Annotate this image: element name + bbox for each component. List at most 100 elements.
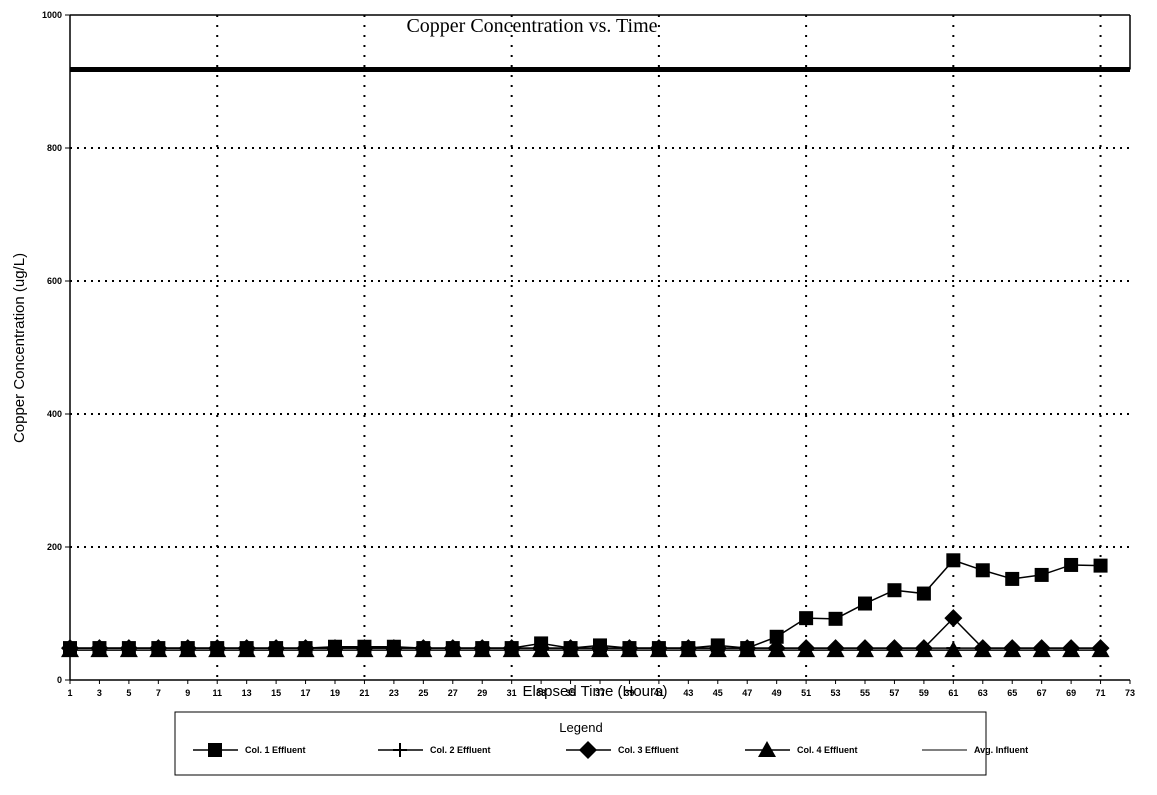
x-tick-label: 39 — [624, 688, 634, 698]
data-point-col-4-effluent — [708, 641, 727, 658]
series-group — [61, 67, 1130, 658]
legend: Legend Col. 1 Effluent Col. 2 Effluent Col… — [174, 711, 1028, 776]
data-point-col-4-effluent — [1062, 641, 1081, 658]
data-point-col-4-effluent — [149, 641, 168, 658]
data-point-col-1-effluent — [946, 553, 961, 568]
x-tick-label: 25 — [418, 688, 428, 698]
legend-label: Col. 1 Effluent — [245, 745, 306, 755]
data-point-col-4-effluent — [738, 641, 757, 658]
legend-swatch-marker — [579, 741, 597, 759]
legend-label: Col. 4 Effluent — [797, 745, 858, 755]
x-tick-label: 41 — [654, 688, 664, 698]
data-point-col-4-effluent — [885, 641, 904, 658]
data-point-col-1-effluent — [799, 611, 814, 626]
chart-title: Copper Concentration vs. Time — [406, 15, 657, 37]
x-tick-label: 67 — [1037, 688, 1047, 698]
x-tick-label: 33 — [536, 688, 546, 698]
data-point-col-4-effluent — [267, 641, 286, 658]
x-tick-label: 13 — [242, 688, 252, 698]
x-tick-label: 53 — [831, 688, 841, 698]
legend-item-col-2-effluent: Col. 2 Effluent — [378, 743, 491, 757]
x-tick-label: 65 — [1007, 688, 1017, 698]
x-tick-label: 15 — [271, 688, 281, 698]
data-point-col-4-effluent — [119, 641, 138, 658]
x-tick-label: 57 — [889, 688, 899, 698]
legend-label: Col. 2 Effluent — [430, 745, 491, 755]
x-tick-label: 51 — [801, 688, 811, 698]
x-tick-label: 47 — [742, 688, 752, 698]
axes — [65, 14, 1131, 684]
x-axis-label: Elapsed Time (Hours) — [522, 683, 667, 700]
data-point-col-1-effluent — [1005, 571, 1020, 586]
legend-items: Col. 1 Effluent Col. 2 Effluent Col. 3 Eff… — [193, 741, 1028, 759]
data-point-col-1-effluent — [1064, 557, 1079, 572]
data-point-col-4-effluent — [620, 641, 639, 658]
x-tick-label: 31 — [507, 688, 517, 698]
data-point-col-4-effluent — [914, 641, 933, 658]
data-point-col-4-effluent — [384, 641, 403, 658]
data-point-col-4-effluent — [973, 641, 992, 658]
x-tick-label: 43 — [683, 688, 693, 698]
grid-lines — [70, 15, 1130, 680]
data-point-col-4-effluent — [443, 641, 462, 658]
x-tick-label: 63 — [978, 688, 988, 698]
data-point-col-4-effluent — [767, 641, 786, 658]
x-tick-label: 37 — [595, 688, 605, 698]
x-tick-label: 73 — [1125, 688, 1135, 698]
data-point-col-4-effluent — [296, 641, 315, 658]
data-point-col-4-effluent — [473, 641, 492, 658]
data-point-col-4-effluent — [1091, 641, 1110, 658]
data-point-col-4-effluent — [326, 641, 344, 658]
x-tick-label: 1 — [67, 688, 72, 698]
legend-swatch-marker — [758, 741, 776, 757]
x-tick-label: 69 — [1066, 688, 1076, 698]
x-tick-label: 61 — [948, 688, 958, 698]
legend-item-col-4-effluent: Col. 4 Effluent — [745, 741, 858, 757]
data-point-col-1-effluent — [858, 596, 872, 611]
series-col-4-effluent — [61, 641, 1110, 658]
data-point-col-4-effluent — [856, 641, 874, 658]
data-point-col-1-effluent — [916, 586, 931, 601]
data-point-col-1-effluent — [828, 611, 843, 626]
x-tick-label: 23 — [389, 688, 399, 698]
data-point-col-4-effluent — [178, 641, 197, 658]
y-tick-label: 1000 — [42, 10, 62, 20]
x-tick-label: 21 — [359, 688, 369, 698]
data-point-col-4-effluent — [591, 641, 609, 658]
data-point-col-4-effluent — [797, 641, 816, 658]
data-point-col-4-effluent — [532, 641, 551, 658]
data-point-col-4-effluent — [414, 641, 433, 658]
data-point-col-1-effluent — [975, 563, 990, 578]
legend-label: Avg. Influent — [974, 745, 1028, 755]
x-tick-label: 45 — [713, 688, 723, 698]
legend-item-col-1-effluent: Col. 1 Effluent — [193, 743, 306, 757]
data-point-col-1-effluent — [1034, 567, 1049, 582]
series-line-col-1-effluent — [70, 559, 1101, 649]
legend-title: Legend — [559, 720, 602, 735]
legend-box — [174, 711, 987, 776]
y-axis-label: Copper Concentration (ug/L) — [11, 253, 28, 443]
legend-item-avg-influent: Avg. Influent — [922, 745, 1028, 755]
data-point-col-4-effluent — [502, 641, 521, 658]
x-tick-label: 55 — [860, 688, 870, 698]
data-point-col-4-effluent — [90, 641, 109, 658]
legend-swatch-marker — [393, 743, 407, 757]
x-tick-label: 9 — [185, 688, 190, 698]
x-tick-label: 7 — [156, 688, 161, 698]
legend-item-col-3-effluent: Col. 3 Effluent — [566, 741, 679, 759]
x-tick-label: 19 — [330, 688, 340, 698]
x-tick-label: 11 — [212, 688, 222, 698]
x-tick-label: 29 — [477, 688, 487, 698]
y-tick-label: 0 — [57, 675, 62, 685]
data-point-col-4-effluent — [826, 641, 845, 658]
series-col-1-effluent — [63, 553, 1108, 656]
data-point-col-4-effluent — [237, 641, 256, 658]
data-point-col-4-effluent — [649, 641, 668, 658]
data-point-col-4-effluent — [679, 641, 698, 658]
data-point-col-4-effluent — [61, 641, 79, 658]
data-point-col-1-effluent — [1093, 558, 1108, 573]
data-point-col-4-effluent — [208, 641, 227, 658]
data-point-col-4-effluent — [355, 641, 374, 658]
x-tick-label: 71 — [1096, 688, 1106, 698]
